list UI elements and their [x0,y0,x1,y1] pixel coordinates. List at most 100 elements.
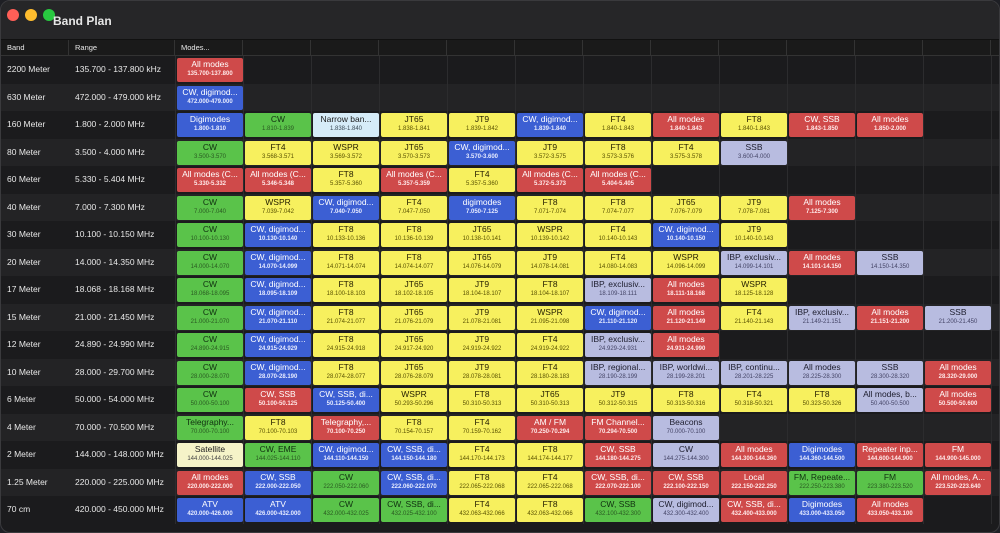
mode-cell[interactable]: ATV 420.000-426.000 [177,498,243,522]
mode-cell[interactable]: CW 24.890-24.915 [177,333,243,357]
mode-cell[interactable]: CW, SSB 222.000-222.050 [245,470,311,495]
table-row[interactable]: 160 Meter 1.800 - 2.000 MHz Digimodes 1.800… [1,111,999,139]
mode-cell[interactable]: FT4 5.357-5.360 [449,168,515,192]
mode-cell[interactable]: FT8 432.063-432.066 [517,498,583,522]
mode-cell[interactable]: CW, SSB, di... 432.025-432.100 [381,498,447,522]
mode-cell[interactable]: FT4 10.140-10.143 [585,223,651,247]
mode-cell[interactable]: CW, SSB, di... 222.070-222.100 [585,470,651,495]
mode-cell[interactable]: CW 3.500-3.570 [177,140,243,165]
mode-cell[interactable]: All modes 144.300-144.360 [721,443,787,467]
mode-cell[interactable]: SSB 28.300-28.320 [857,360,923,385]
mode-cell[interactable]: CW 222.050-222.060 [313,470,379,495]
mode-cell[interactable]: All modes 135.700-137.800 [177,58,243,82]
mode-cell[interactable]: SSB 3.600-4.000 [721,140,787,165]
mode-cell[interactable]: JT65 18.102-18.105 [381,278,447,302]
mode-cell[interactable]: FT8 10.133-10.136 [313,223,379,247]
mode-cell[interactable]: WSPR 21.095-21.098 [517,305,583,330]
mode-cell[interactable]: CW, digimod... 24.915-24.929 [245,333,311,357]
mode-cell[interactable]: FT8 28.074-28.077 [313,360,379,385]
mode-cell[interactable]: FT8 50.323-50.326 [789,388,855,412]
mode-cell[interactable]: All modes (C... 5.404-5.405 [585,168,651,192]
mode-cell[interactable]: FT4 70.159-70.162 [449,415,515,440]
mode-cell[interactable]: IBP, exclusiv... 21.149-21.151 [789,305,855,330]
mode-cell[interactable]: All modes, b... 50.400-50.500 [857,388,923,412]
mode-cell[interactable]: IBP, exclusiv... 14.099-14.101 [721,250,787,275]
mode-cell[interactable]: JT9 3.572-3.575 [517,140,583,165]
mode-cell[interactable]: JT9 7.078-7.081 [721,195,787,220]
mode-cell[interactable]: CW, EME 144.025-144.110 [245,443,311,467]
mode-cell[interactable]: FM 223.380-223.520 [857,470,923,495]
mode-cell[interactable]: CW, digimod... 10.140-10.150 [653,223,719,247]
mode-cell[interactable]: All modes 21.151-21.200 [857,305,923,330]
mode-cell[interactable]: WSPR 18.125-18.128 [721,278,787,302]
table-row[interactable]: 40 Meter 7.000 - 7.300 MHz CW 7.000-7.040 WS… [1,193,999,221]
mode-cell[interactable]: FT8 18.100-18.103 [313,278,379,302]
mode-cell[interactable]: CW 14.000-14.070 [177,250,243,275]
mode-cell[interactable]: CW 21.000-21.070 [177,305,243,330]
mode-cell[interactable]: JT9 10.140-10.143 [721,223,787,247]
mode-cell[interactable]: CW 144.275-144.300 [653,443,719,467]
mode-cell[interactable]: All modes 28.320-29.000 [925,360,991,385]
zoom-window-button[interactable] [43,9,55,21]
mode-cell[interactable]: WSPR 50.293-50.296 [381,388,447,412]
mode-cell[interactable]: Telegraphy... 70.000-70.100 [177,415,243,440]
mode-cell[interactable]: CW, SSB, di... 222.060-222.070 [381,470,447,495]
column-header-band[interactable]: Band [1,40,69,55]
mode-cell[interactable]: JT65 7.076-7.079 [653,195,719,220]
close-window-button[interactable] [7,9,19,21]
mode-cell[interactable]: JT65 24.917-24.920 [381,333,447,357]
mode-cell[interactable]: FT8 50.313-50.316 [653,388,719,412]
mode-cell[interactable]: CW, digimod... 18.095-18.109 [245,278,311,302]
mode-cell[interactable]: IBP, exclusiv... 18.109-18.111 [585,278,651,302]
mode-cell[interactable]: All modes 28.225-28.300 [789,360,855,385]
mode-cell[interactable]: FT4 3.575-3.578 [653,140,719,165]
mode-cell[interactable]: All modes 21.120-21.149 [653,305,719,330]
mode-cell[interactable]: CW, digimod... 432.300-432.400 [653,498,719,522]
mode-cell[interactable]: JT9 21.078-21.081 [449,305,515,330]
mode-cell[interactable]: FT4 24.919-24.922 [517,333,583,357]
mode-cell[interactable]: FT4 14.080-14.083 [585,250,651,275]
mode-cell[interactable]: FT8 24.915-24.918 [313,333,379,357]
mode-cell[interactable]: FT8 21.074-21.077 [313,305,379,330]
mode-cell[interactable]: All modes 1.850-2.000 [857,113,923,137]
mode-cell[interactable]: All modes 24.931-24.990 [653,333,719,357]
mode-cell[interactable]: All modes 220.000-222.000 [177,470,243,495]
mode-cell[interactable]: IBP, continu... 28.201-28.225 [721,360,787,385]
table-row[interactable]: 2200 Meter 135.700 - 137.800 kHz All modes… [1,56,999,84]
mode-cell[interactable]: All modes (C... 5.346-5.348 [245,168,311,192]
mode-cell[interactable]: JT65 28.076-28.079 [381,360,447,385]
mode-cell[interactable]: JT9 14.078-14.081 [517,250,583,275]
mode-cell[interactable]: FT4 432.063-432.066 [449,498,515,522]
mode-cell[interactable]: CW 10.100-10.130 [177,223,243,247]
mode-cell[interactable]: FM 144.900-145.000 [925,443,991,467]
mode-cell[interactable]: All modes 50.500-50.600 [925,388,991,412]
table-row[interactable]: 70 cm 420.000 - 450.000 MHz ATV 420.000-426… [1,496,999,524]
mode-cell[interactable]: FT4 7.047-7.050 [381,195,447,220]
mode-cell[interactable]: FM Channel... 70.294-70.500 [585,415,651,440]
mode-cell[interactable]: CW 1.810-1.839 [245,113,311,137]
mode-cell[interactable]: Satellite 144.000-144.025 [177,443,243,467]
mode-cell[interactable]: Repeater inp... 144.600-144.900 [857,443,923,467]
mode-cell[interactable]: CW, digimod... 3.570-3.600 [449,140,515,165]
mode-cell[interactable]: FT4 1.840-1.843 [585,113,651,137]
mode-cell[interactable]: FT8 222.065-222.068 [449,470,515,495]
mode-cell[interactable]: JT65 21.076-21.079 [381,305,447,330]
mode-cell[interactable]: All modes 14.101-14.150 [789,250,855,275]
table-row[interactable]: 12 Meter 24.890 - 24.990 MHz CW 24.890-24.9… [1,331,999,359]
mode-cell[interactable]: FT8 7.074-7.077 [585,195,651,220]
mode-cell[interactable]: JT9 1.839-1.842 [449,113,515,137]
mode-cell[interactable]: CW, SSB, di... 50.125-50.400 [313,388,379,412]
mode-cell[interactable]: JT9 18.104-18.107 [449,278,515,302]
mode-cell[interactable]: FT8 3.573-3.576 [585,140,651,165]
mode-cell[interactable]: FT8 50.310-50.313 [449,388,515,412]
mode-cell[interactable]: FT8 18.104-18.107 [517,278,583,302]
mode-cell[interactable]: FT8 14.074-14.077 [381,250,447,275]
mode-cell[interactable]: FT8 70.154-70.157 [381,415,447,440]
mode-cell[interactable]: CW, SSB 1.843-1.850 [789,113,855,137]
mode-cell[interactable]: ATV 426.000-432.000 [245,498,311,522]
mode-cell[interactable]: CW, SSB, di... 144.150-144.180 [381,443,447,467]
table-row[interactable]: 30 Meter 10.100 - 10.150 MHz CW 10.100-10.1… [1,221,999,249]
mode-cell[interactable]: CW, digimod... 21.110-21.120 [585,305,651,330]
table-row[interactable]: 1.25 Meter 220.000 - 225.000 MHz All modes… [1,468,999,496]
mode-cell[interactable]: SSB 21.200-21.450 [925,305,991,330]
